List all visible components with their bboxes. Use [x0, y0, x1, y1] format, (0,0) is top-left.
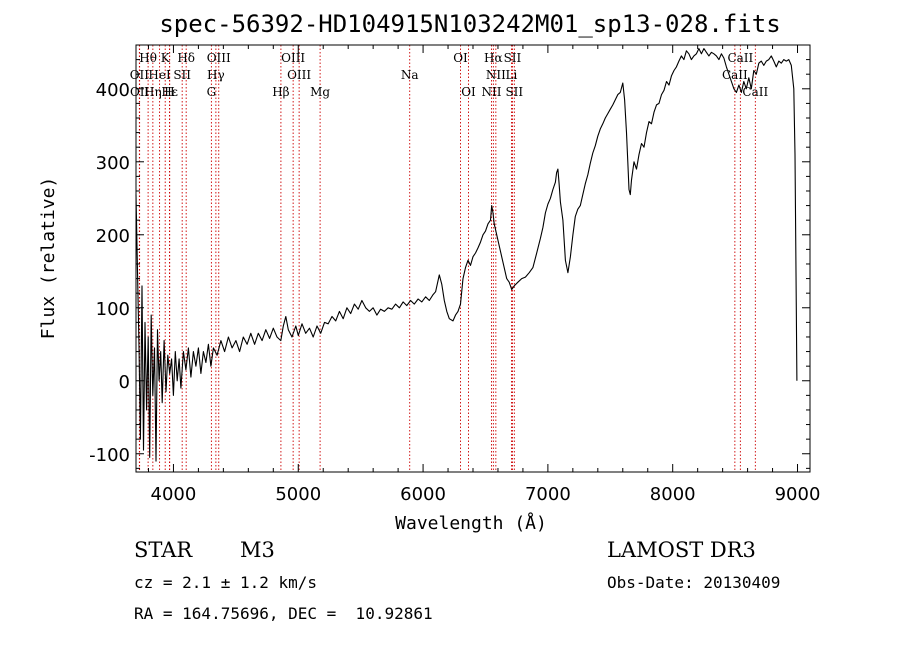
flux-series-line — [135, 48, 798, 462]
y-tick-label-3: 200 — [96, 226, 130, 247]
y-tick-label-5: 400 — [96, 80, 130, 101]
object-class: STAR — [134, 538, 193, 562]
line-label-3: OIII — [207, 51, 231, 65]
y-tick-label-4: 300 — [96, 153, 130, 174]
x-tick-label-0: 4000 — [151, 484, 197, 505]
line-label-19: Hε — [161, 85, 178, 99]
line-label-18: OII — [130, 85, 150, 99]
line-label-9: OII — [130, 68, 150, 82]
y-tick-label-0: -100 — [89, 445, 130, 466]
object-subclass: M3 — [240, 538, 275, 562]
line-label-25: OI — [461, 85, 476, 99]
line-label-13: OIII — [287, 68, 311, 82]
line-label-4: OIII — [281, 51, 305, 65]
redshift-velocity: cz = 2.1 ± 1.2 km/s — [134, 573, 318, 592]
x-tick-label-5: 9000 — [775, 484, 821, 505]
line-label-23: Hβ — [272, 85, 289, 99]
spectral-line-markers — [138, 45, 756, 472]
line-label-2: Hδ — [177, 51, 195, 65]
line-label-28: CaII — [742, 85, 768, 99]
line-label-1: K — [161, 51, 171, 65]
x-axis: 4000 5000 6000 7000 8000 9000 — [147, 45, 821, 505]
line-label-20: Hη — [144, 85, 162, 99]
line-label-26: NII — [481, 85, 501, 99]
y-axis: -100 0 100 200 300 400 — [89, 59, 810, 469]
survey-name: LAMOST DR3 — [607, 538, 756, 562]
x-tick-label-3: 7000 — [525, 484, 571, 505]
y-tick-label-2: 100 — [96, 299, 130, 320]
observation-date: Obs-Date: 20130409 — [607, 573, 781, 592]
line-label-15: NII — [486, 68, 506, 82]
x-tick-label-4: 8000 — [650, 484, 696, 505]
line-label-8: CaII — [727, 51, 753, 65]
line-label-0: Hθ — [139, 51, 157, 65]
line-label-11: SII — [173, 68, 191, 82]
line-label-21: H — [164, 85, 174, 99]
x-axis-label: Wavelength (Å) — [395, 512, 547, 534]
line-label-16: Li — [506, 68, 518, 82]
ra-dec-coordinates: RA = 164.75696, DEC = 10.92861 — [134, 604, 433, 623]
line-label-5: OI — [453, 51, 468, 65]
line-label-6: Hα — [484, 51, 503, 65]
line-label-22: G — [207, 85, 217, 99]
line-label-12: Hγ — [207, 68, 225, 82]
x-tick-label-1: 5000 — [275, 484, 321, 505]
line-label-7: SII — [504, 51, 522, 65]
y-axis-label: Flux (relative) — [38, 177, 59, 340]
line-label-27: SII — [505, 85, 523, 99]
y-tick-label-1: 0 — [119, 372, 130, 393]
line-label-14: Na — [401, 68, 419, 82]
x-tick-label-2: 6000 — [400, 484, 446, 505]
line-label-17: CaII — [722, 68, 748, 82]
line-label-24: Mg — [310, 85, 330, 99]
chart-title: spec-56392-HD104915N103242M01_sp13-028.f… — [159, 10, 780, 38]
line-label-10: HeI — [148, 68, 171, 82]
